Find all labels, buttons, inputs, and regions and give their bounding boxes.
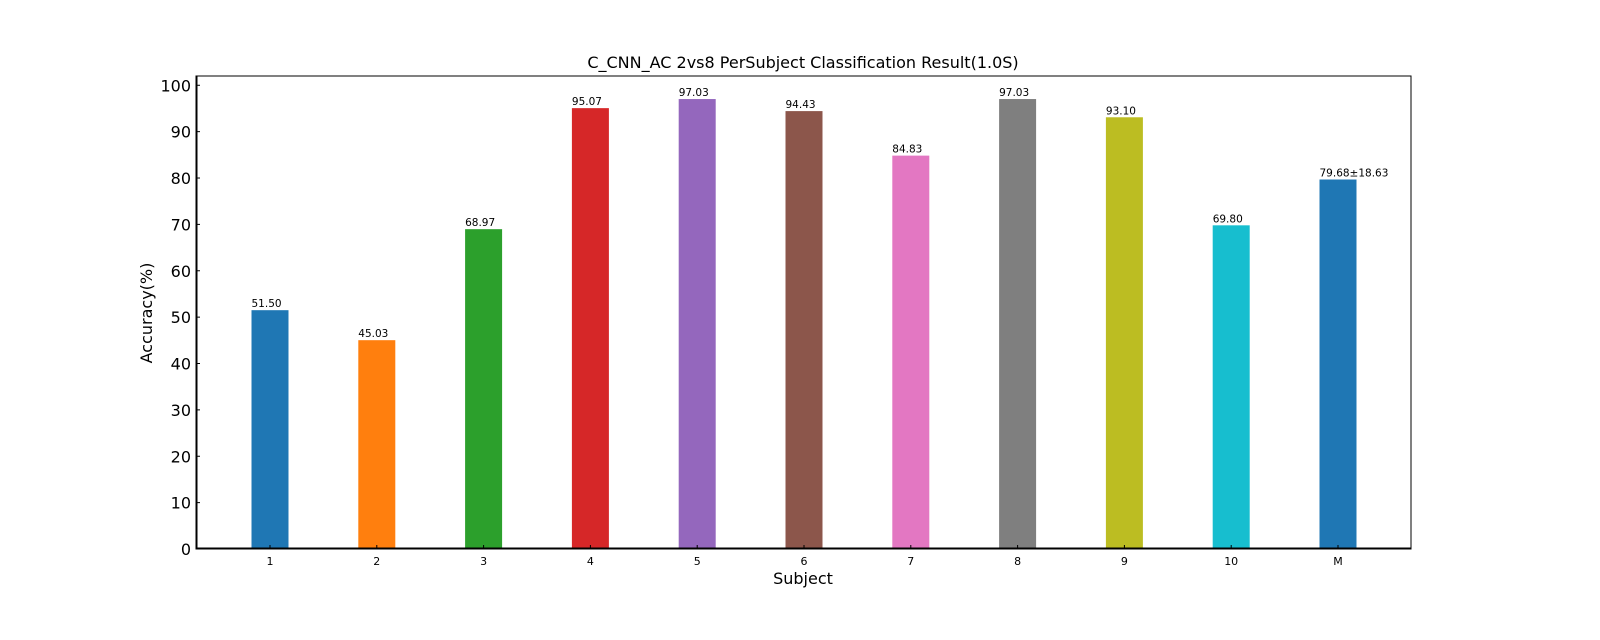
bar-5 xyxy=(678,99,716,550)
bar-8 xyxy=(999,99,1037,550)
data-label-5: 97.03 xyxy=(679,87,709,99)
data-label-9: 93.10 xyxy=(1106,105,1136,117)
y-tick-label-70: 70 xyxy=(171,215,191,234)
chart-title: C_CNN_AC 2vs8 PerSubject Classification … xyxy=(587,53,1018,73)
x-tick-label-M: M xyxy=(1333,555,1343,568)
x-tick-label-6: 6 xyxy=(801,555,808,568)
y-tick-label-100: 100 xyxy=(160,76,191,95)
bar-4 xyxy=(571,108,609,550)
data-label-2: 45.03 xyxy=(358,328,388,340)
y-tick-label-20: 20 xyxy=(171,447,191,466)
y-tick-label-30: 30 xyxy=(171,401,191,420)
x-tick-label-8: 8 xyxy=(1014,555,1021,568)
bar-1 xyxy=(251,310,289,549)
x-tick-label-4: 4 xyxy=(587,555,594,568)
data-label-10: 69.80 xyxy=(1213,213,1243,225)
x-axis-label: Subject xyxy=(773,569,833,588)
data-label-8: 97.03 xyxy=(999,87,1029,99)
bar-2 xyxy=(358,340,396,549)
y-tick-label-50: 50 xyxy=(171,308,191,327)
y-tick-label-10: 10 xyxy=(171,494,191,513)
bar-9 xyxy=(1105,117,1143,549)
y-tick-label-80: 80 xyxy=(171,169,191,188)
x-tick-label-7: 7 xyxy=(907,555,914,568)
bars-group xyxy=(251,99,1357,550)
y-tick-label-90: 90 xyxy=(171,123,191,142)
bar-M xyxy=(1319,179,1357,549)
data-label-4: 95.07 xyxy=(572,96,602,108)
bar-7 xyxy=(892,155,930,549)
y-axis-ticks: 0 10 20 30 40 50 60 70 80 90 100 xyxy=(160,76,200,559)
data-label-M: 79.68±18.63 xyxy=(1320,168,1389,180)
data-label-3: 68.97 xyxy=(465,217,495,229)
bar-6 xyxy=(785,111,823,550)
y-tick-label-0: 0 xyxy=(181,540,191,559)
data-label-1: 51.50 xyxy=(252,298,282,310)
data-label-6: 94.43 xyxy=(786,99,816,111)
x-tick-label-10: 10 xyxy=(1224,555,1238,568)
x-tick-label-1: 1 xyxy=(267,555,274,568)
y-tick-label-60: 60 xyxy=(171,262,191,281)
y-axis-label: Accuracy(%) xyxy=(137,263,156,364)
x-tick-label-3: 3 xyxy=(480,555,487,568)
bar-3 xyxy=(465,229,503,550)
x-tick-label-2: 2 xyxy=(373,555,380,568)
x-tick-label-5: 5 xyxy=(694,555,701,568)
data-label-7: 84.83 xyxy=(892,144,922,156)
x-tick-label-9: 9 xyxy=(1121,555,1128,568)
bar-10 xyxy=(1212,225,1250,549)
data-labels-group: 51.50 45.03 68.97 95.07 97.03 94.43 84.83 97.03… xyxy=(252,87,1389,340)
y-tick-label-40: 40 xyxy=(171,355,191,374)
